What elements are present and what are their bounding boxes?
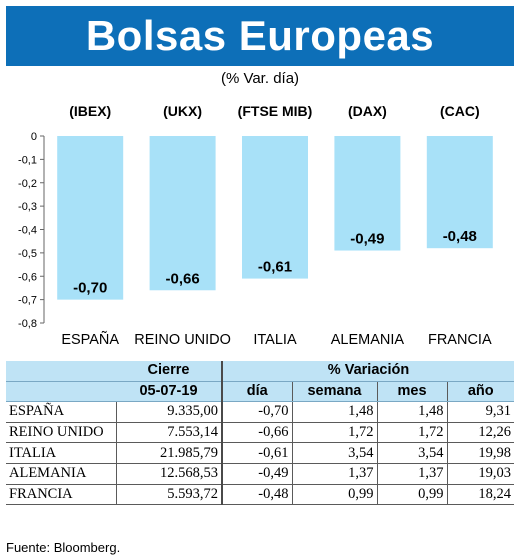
month-cell: 1,72 <box>376 422 447 444</box>
close-cell: 9.335,00 <box>115 401 222 423</box>
title-banner: Bolsas Europeas <box>6 6 514 66</box>
y-tick-label: -0,2 <box>18 178 37 190</box>
close-cell: 5.593,72 <box>115 484 222 506</box>
country-cell: REINO UNIDO <box>6 422 116 444</box>
category-label: ITALIA <box>253 332 297 348</box>
bar <box>242 136 308 279</box>
y-tick-label: 0 <box>31 131 37 143</box>
y-tick-label: -0,1 <box>18 154 37 166</box>
table-row: ALEMANIA 12.568,53 -0,49 1,37 1,37 19,03 <box>6 463 514 485</box>
week-cell: 1,48 <box>291 401 377 423</box>
country-cell: ALEMANIA <box>6 463 116 485</box>
bar-value-label: -0,70 <box>73 280 107 297</box>
bar <box>57 136 124 300</box>
date-header: 05-07-19 <box>116 381 222 403</box>
day-cell: -0,70 <box>221 401 292 423</box>
year-cell: 18,24 <box>446 484 514 506</box>
index-label: (CAC) <box>440 103 480 119</box>
year-cell: 9,31 <box>446 401 514 423</box>
country-cell: ESPAÑA <box>6 401 116 423</box>
table-corner-cell <box>6 361 116 382</box>
close-cell: 21.985,79 <box>115 442 222 464</box>
bar-chart: 0 -0,1 -0,2 -0,3 -0,4 -0,5 -0,6 -0,7 -0,8 -0,70 (I… <box>18 103 493 348</box>
week-header: semana <box>291 381 377 403</box>
month-cell: 1,48 <box>376 401 447 423</box>
month-cell: 1,37 <box>376 463 447 485</box>
country-cell: FRANCIA <box>6 484 116 506</box>
week-cell: 0,99 <box>291 484 377 506</box>
index-label: (UKX) <box>163 103 202 119</box>
close-cell: 7.553,14 <box>115 422 222 444</box>
index-label: (IBEX) <box>69 103 111 119</box>
day-cell: -0,48 <box>221 484 292 506</box>
year-cell: 19,98 <box>446 442 514 464</box>
week-cell: 1,37 <box>291 463 377 485</box>
day-cell: -0,61 <box>221 442 292 464</box>
month-cell: 3,54 <box>376 442 447 464</box>
year-cell: 19,03 <box>446 463 514 485</box>
chart-subtitle: (% Var. día) <box>220 70 300 87</box>
table-sub-header-row: 05-07-19 día semana mes año <box>6 381 514 403</box>
bar-value-label: -0,48 <box>443 228 477 245</box>
table-row: ESPAÑA 9.335,00 -0,70 1,48 1,48 9,31 <box>6 401 514 423</box>
variation-header: % Variación <box>221 361 514 382</box>
y-tick-label: -0,5 <box>18 248 37 260</box>
bar-value-label: -0,66 <box>165 270 199 287</box>
category-label: FRANCIA <box>428 332 492 348</box>
bar <box>426 136 493 249</box>
y-tick-label: -0,8 <box>18 318 37 330</box>
table-row: FRANCIA 5.593,72 -0,48 0,99 0,99 18,24 <box>6 484 514 506</box>
category-label: ESPAÑA <box>61 331 119 348</box>
chart-title: Bolsas Europeas <box>85 12 435 59</box>
day-cell: -0,66 <box>221 422 292 444</box>
bar <box>149 136 216 291</box>
week-cell: 1,72 <box>291 422 377 444</box>
month-header: mes <box>376 381 447 403</box>
table-group-header-row: Cierre % Variación <box>6 361 514 382</box>
table-row: ITALIA 21.985,79 -0,61 3,54 3,54 19,98 <box>6 442 514 464</box>
year-cell: 12,26 <box>446 422 514 444</box>
country-cell: ITALIA <box>6 442 116 464</box>
table-corner-cell <box>6 381 116 403</box>
index-label: (DAX) <box>348 103 387 119</box>
index-label: (FTSE MIB) <box>238 103 313 119</box>
bar-value-label: -0,61 <box>258 259 292 276</box>
source-note: Fuente: Bloomberg. <box>6 540 121 555</box>
y-tick-label: -0,7 <box>18 295 37 307</box>
table-row: REINO UNIDO 7.553,14 -0,66 1,72 1,72 12,… <box>6 422 514 444</box>
bar <box>334 136 401 251</box>
year-header: año <box>446 381 514 403</box>
y-tick-label: -0,3 <box>18 201 37 213</box>
close-header: Cierre <box>116 361 222 382</box>
month-cell: 0,99 <box>376 484 447 506</box>
category-label: ALEMANIA <box>331 332 405 348</box>
week-cell: 3,54 <box>291 442 377 464</box>
y-tick-label: -0,4 <box>18 225 37 237</box>
day-header: día <box>221 381 292 403</box>
bar-value-label: -0,49 <box>350 231 384 248</box>
close-cell: 12.568,53 <box>115 463 222 485</box>
category-label: REINO UNIDO <box>134 332 231 348</box>
day-cell: -0,49 <box>221 463 292 485</box>
y-tick-label: -0,6 <box>18 271 37 283</box>
stock-table: Cierre % Variación 05-07-19 día semana m… <box>6 361 514 506</box>
